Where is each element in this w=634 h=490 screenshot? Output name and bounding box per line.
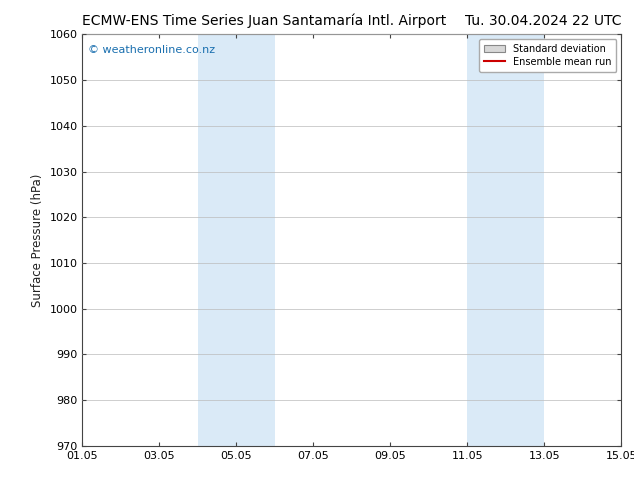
Text: © weatheronline.co.nz: © weatheronline.co.nz [87, 45, 215, 54]
Text: Tu. 30.04.2024 22 UTC: Tu. 30.04.2024 22 UTC [465, 14, 621, 28]
Text: ECMW-ENS Time Series Juan Santamaría Intl. Airport: ECMW-ENS Time Series Juan Santamaría Int… [82, 14, 447, 28]
Bar [198, 34, 275, 446]
Bar [467, 34, 545, 446]
Legend: Standard deviation, Ensemble mean run: Standard deviation, Ensemble mean run [479, 39, 616, 72]
Y-axis label: Surface Pressure (hPa): Surface Pressure (hPa) [31, 173, 44, 307]
